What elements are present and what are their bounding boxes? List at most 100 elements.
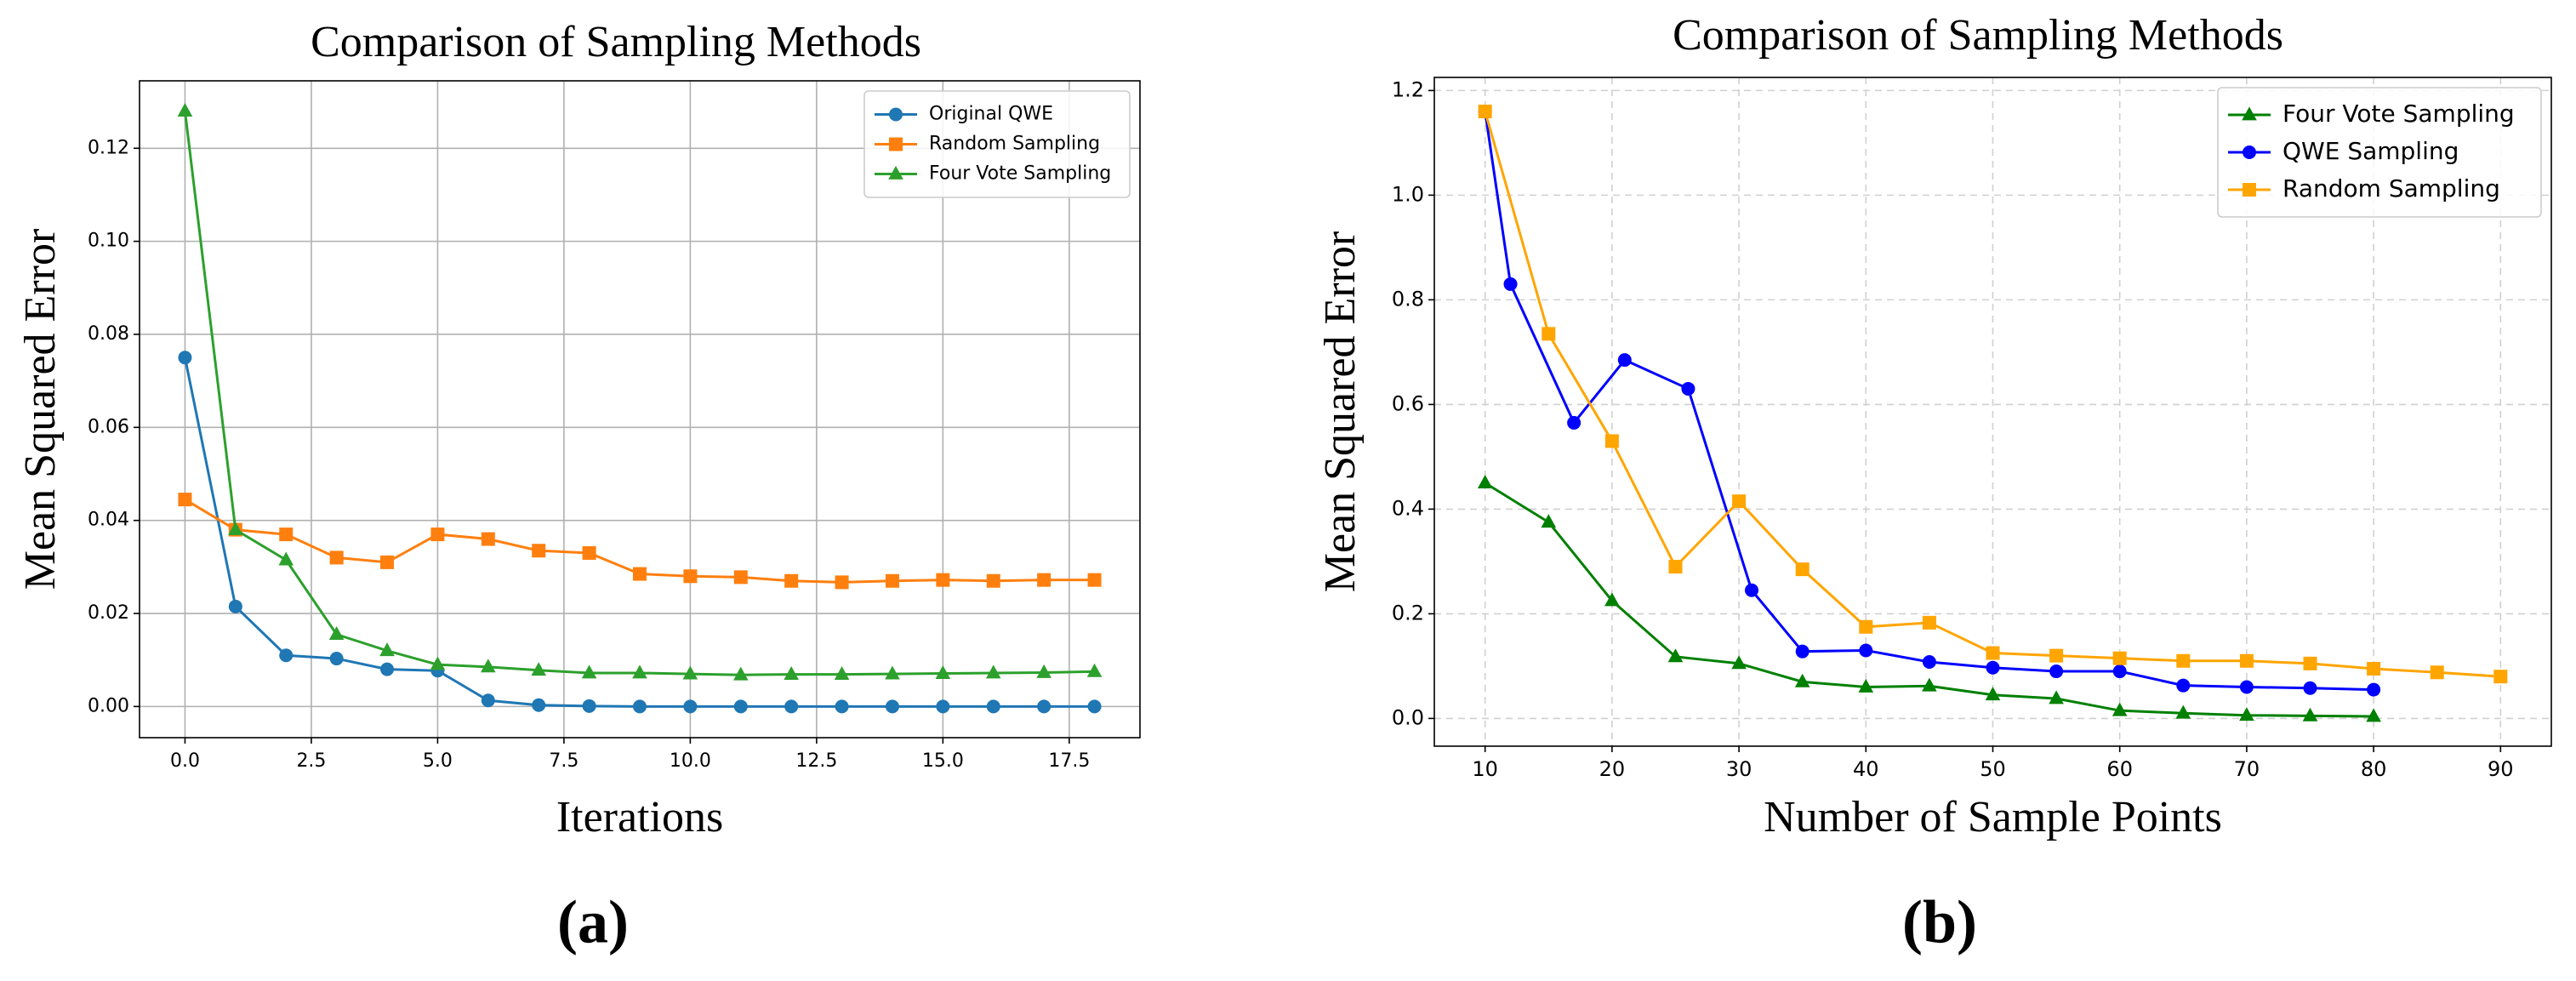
- marker: [1087, 573, 1102, 587]
- marker: [683, 699, 698, 714]
- marker: [2239, 707, 2254, 721]
- y-axis-label: Mean Squared Error: [1316, 231, 1365, 593]
- marker: [2049, 664, 2064, 679]
- marker: [2049, 690, 2064, 704]
- marker: [632, 664, 647, 679]
- marker: [177, 102, 193, 117]
- marker: [1922, 654, 1936, 669]
- marker: [2493, 670, 2508, 684]
- x-tick-label: 12.5: [795, 750, 837, 772]
- y-tick-label: 0.02: [88, 602, 129, 624]
- marker: [888, 165, 903, 180]
- marker: [2175, 704, 2191, 719]
- y-tick-label: 0.04: [88, 510, 129, 531]
- marker: [1036, 664, 1051, 678]
- marker: [2049, 648, 2064, 663]
- x-tick-label: 17.5: [1048, 750, 1090, 772]
- marker: [1037, 573, 1051, 587]
- series-line: [183, 357, 1095, 708]
- marker: [1922, 615, 1936, 630]
- marker: [178, 493, 192, 507]
- marker: [278, 551, 294, 566]
- marker: [2366, 708, 2381, 722]
- marker: [481, 659, 496, 673]
- marker: [834, 666, 850, 681]
- y-tick-label: 0.00: [88, 695, 129, 716]
- y-tick-label: 0.08: [88, 323, 129, 345]
- marker: [228, 522, 243, 536]
- marker: [1859, 643, 1873, 658]
- x-tick-label: 60: [2106, 757, 2133, 781]
- marker: [2303, 656, 2317, 670]
- x-tick-label: 5.0: [423, 750, 453, 772]
- marker: [1086, 663, 1103, 677]
- y-tick-label: 0.06: [88, 416, 129, 437]
- marker: [581, 664, 597, 679]
- y-tick-label: 0.8: [1392, 287, 1424, 311]
- marker: [885, 665, 900, 680]
- marker: [986, 573, 1000, 588]
- x-tick-label: 15.0: [922, 750, 964, 772]
- y-tick-label: 1.0: [1392, 182, 1424, 206]
- marker: [889, 137, 903, 151]
- x-tick-label: 7.5: [549, 750, 578, 772]
- marker: [986, 699, 1000, 714]
- series-line: [1484, 111, 2374, 692]
- marker: [2243, 145, 2256, 159]
- marker: [2112, 651, 2127, 665]
- marker: [2243, 183, 2256, 197]
- panel-caption: (b): [1902, 888, 1977, 956]
- marker: [1617, 353, 1632, 368]
- legend-label: Four Vote Sampling: [2282, 100, 2515, 128]
- marker: [430, 528, 445, 542]
- marker: [633, 699, 647, 714]
- legend-label: Random Sampling: [2282, 174, 2500, 202]
- marker: [1794, 673, 1810, 687]
- marker: [380, 662, 395, 676]
- marker: [2176, 678, 2191, 693]
- legend-label: QWE Sampling: [2282, 137, 2459, 165]
- x-tick-label: 80: [2361, 757, 2387, 781]
- x-tick-label: 10: [1472, 757, 1498, 781]
- marker: [1732, 494, 1747, 509]
- marker: [985, 664, 1001, 679]
- marker: [1859, 619, 1873, 634]
- marker: [935, 664, 951, 679]
- marker: [682, 665, 698, 680]
- y-tick-label: 0.4: [1392, 496, 1424, 520]
- marker: [683, 569, 698, 584]
- marker: [1858, 678, 1874, 693]
- panel-caption: (a): [557, 888, 629, 956]
- legend-label: Original QWE: [929, 104, 1053, 125]
- marker: [1087, 699, 1102, 714]
- marker: [582, 545, 596, 560]
- marker: [279, 648, 294, 663]
- marker: [1667, 648, 1684, 663]
- marker: [1668, 560, 1683, 574]
- marker: [481, 532, 495, 546]
- x-tick-label: 50: [1980, 757, 2006, 781]
- x-tick-label: 0.0: [170, 750, 200, 772]
- marker: [885, 699, 899, 714]
- x-axis-label: Number of Sample Points: [1764, 793, 2222, 841]
- legend-box: [863, 90, 1131, 198]
- marker: [633, 567, 647, 581]
- marker: [1986, 660, 2000, 675]
- x-tick-label: 30: [1726, 757, 1752, 781]
- marker: [328, 626, 345, 641]
- marker: [279, 528, 294, 542]
- marker: [936, 573, 950, 587]
- chart-title: Comparison of Sampling Methods: [1673, 11, 2283, 60]
- marker: [1477, 475, 1493, 489]
- plot-frame: [139, 80, 1141, 739]
- marker: [2430, 665, 2444, 680]
- marker: [733, 570, 748, 585]
- x-tick-label: 20: [1599, 757, 1626, 781]
- y-tick-label: 0.0: [1392, 705, 1424, 729]
- marker: [228, 599, 242, 613]
- marker: [2242, 106, 2257, 121]
- marker: [379, 642, 395, 657]
- y-tick-label: 0.12: [88, 137, 129, 158]
- marker: [1986, 646, 2000, 660]
- marker: [1478, 104, 1492, 118]
